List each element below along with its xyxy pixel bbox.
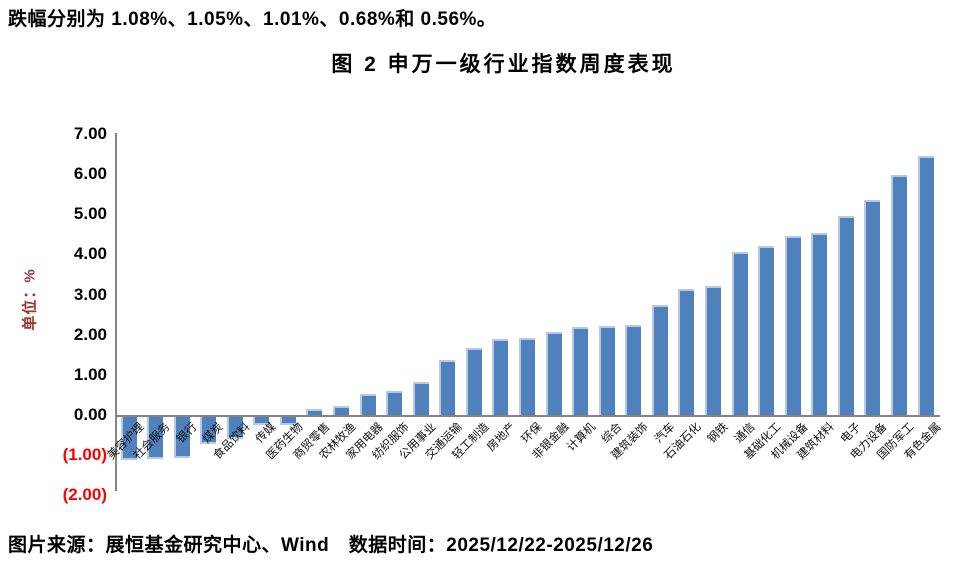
bar (519, 337, 536, 415)
y-tick-label: 1.00 (73, 364, 107, 384)
y-tick-label: (2.00) (62, 485, 107, 505)
intro-text: 跌幅分别为 1.08%、1.05%、1.01%、0.68%和 0.56%。 (8, 9, 497, 30)
bar (173, 417, 190, 458)
bar (492, 338, 509, 415)
y-tick-label: 5.00 (73, 204, 107, 224)
y-tick-label: 7.00 (73, 124, 107, 144)
bar (306, 409, 323, 415)
category-label: 房地产 (485, 421, 518, 454)
bar (598, 325, 615, 415)
source-caption: 图片来源：展恒基金研究中心、Wind 数据时间：2025/12/22-2025/… (8, 535, 654, 556)
bar (120, 417, 137, 461)
bar (333, 405, 350, 415)
bar (465, 347, 482, 415)
bar (386, 391, 403, 415)
bar (837, 216, 854, 415)
bar (572, 327, 589, 415)
y-axis-line (115, 133, 117, 491)
bar (545, 331, 562, 415)
bar (678, 288, 695, 415)
industry-weekly-bar-chart: 单位：% 7.00 6.00 5.00 4.00 3.00 2.00 1.00 0.00 (1.… (22, 124, 944, 505)
y-tick-label: 2.00 (73, 324, 107, 344)
bar (253, 417, 270, 426)
bar (147, 417, 164, 460)
bar (891, 174, 908, 415)
bar (279, 417, 296, 426)
bar (625, 324, 642, 415)
category-label: 计算机 (564, 421, 598, 454)
bar (731, 252, 748, 415)
bar (359, 394, 376, 415)
y-tick-label: (1.00) (62, 445, 107, 465)
bar (412, 382, 429, 415)
bar (705, 286, 722, 415)
bar (439, 360, 456, 415)
bar (226, 417, 243, 440)
y-tick-label: 6.00 (73, 164, 107, 184)
bar (651, 305, 668, 415)
y-tick-label: 3.00 (73, 284, 107, 304)
bar (811, 233, 828, 415)
y-tick-label: 4.00 (73, 244, 107, 264)
bar (758, 246, 775, 415)
bar (200, 417, 217, 445)
y-tick-label: 0.00 (73, 405, 107, 424)
bar (864, 200, 881, 415)
bar (784, 235, 801, 415)
category-label: 钢铁 (705, 421, 731, 446)
x-axis-zero-line (115, 415, 940, 417)
bar (917, 156, 934, 415)
chart-title: 图 2 申万一级行业指数周度表现 (331, 53, 676, 76)
